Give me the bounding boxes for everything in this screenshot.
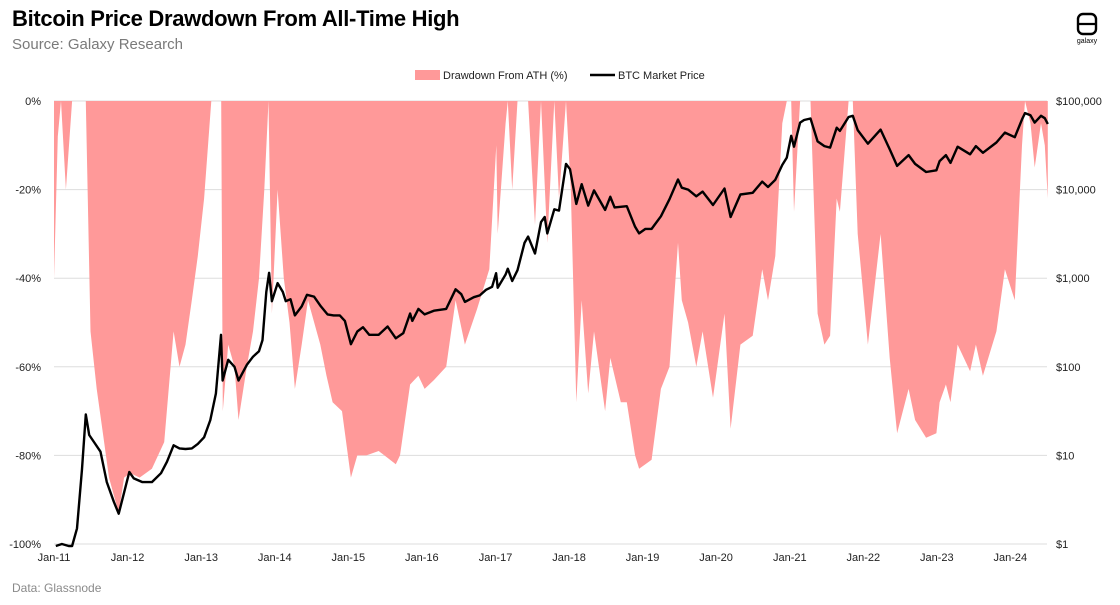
y-left-tick-label: -80% [15,450,41,462]
y-left-tick-label: -40% [15,273,41,285]
drawdown-area [54,101,1048,513]
drawdown-area-layer [54,101,1048,513]
galaxy-logo-icon [1076,12,1098,36]
x-axis: Jan-11 Jan-12 Jan-13 Jan-14 Jan-15 Jan-16 Jan-… [38,552,1028,564]
x-tick-label: Jan-17 [479,552,513,564]
chart-legend: Drawdown From ATH (%) BTC Market Price [415,70,705,82]
x-tick-label: Jan-24 [994,552,1028,564]
x-tick-label: Jan-11 [38,552,71,564]
chart-subtitle: Source: Galaxy Research [12,36,183,53]
chart-title: Bitcoin Price Drawdown From All-Time Hig… [12,6,460,31]
x-tick-label: Jan-13 [184,552,218,564]
y-right-tick-label: $1 [1056,539,1068,551]
y-right-tick-label: $100 [1056,362,1080,374]
y-left-tick-label: -100% [9,539,41,551]
x-tick-label: Jan-14 [258,552,292,564]
y-left-tick-label: -20% [15,185,41,197]
y-right-tick-label: $1,000 [1056,273,1090,285]
y-right-tick-label: $10 [1056,450,1074,462]
x-tick-label: Jan-16 [405,552,439,564]
y-left-tick-label: -60% [15,362,41,374]
y-right-tick-label: $100,000 [1056,96,1102,108]
legend-label-price: BTC Market Price [618,70,705,82]
x-tick-label: Jan-12 [111,552,145,564]
price-line [55,111,1049,548]
y-axis-left: 0% -20% -40% -60% -80% -100% [9,96,41,551]
legend-label-drawdown: Drawdown From ATH (%) [443,70,567,82]
legend-swatch-drawdown [415,70,440,80]
y-axis-right: $100,000 $10,000 $1,000 $100 $10 $1 [1056,96,1102,551]
logo-label: galaxy [1076,38,1098,45]
x-tick-label: Jan-19 [626,552,660,564]
x-tick-label: Jan-22 [846,552,880,564]
y-right-tick-label: $10,000 [1056,185,1096,197]
x-tick-label: Jan-20 [699,552,733,564]
x-tick-label: Jan-15 [331,552,365,564]
x-tick-label: Jan-23 [920,552,954,564]
price-line-layer [55,111,1049,548]
drawdown-chart: Drawdown From ATH (%) BTC Market Price 0… [9,70,1102,564]
x-tick-label: Jan-18 [552,552,586,564]
y-left-tick-label: 0% [25,96,41,108]
x-tick-label: Jan-21 [773,552,807,564]
data-source-note: Data: Glassnode [12,581,102,595]
